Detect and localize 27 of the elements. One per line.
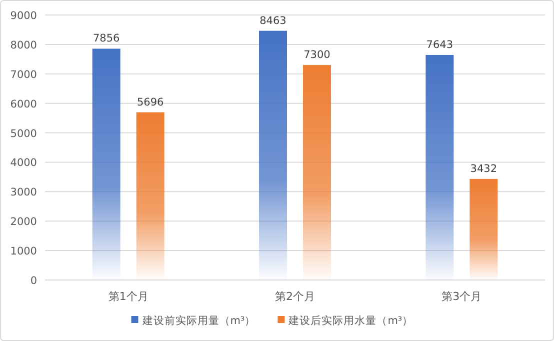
bar <box>470 178 498 280</box>
bar <box>426 54 454 280</box>
y-tick-label: 1000 <box>10 246 37 258</box>
legend-label: 建设后实际用水量（m³） <box>288 314 414 327</box>
x-tick-label: 第2个月 <box>275 290 315 303</box>
legend-label: 建设前实际用量（m³） <box>141 314 256 327</box>
bar <box>259 30 287 280</box>
x-tick-label: 第3个月 <box>442 290 482 303</box>
y-tick-label: 2000 <box>10 216 37 228</box>
y-tick-label: 0 <box>30 275 37 287</box>
y-tick-label: 4000 <box>10 157 37 170</box>
data-label: 7856 <box>92 32 120 45</box>
y-tick-label: 3000 <box>10 186 37 199</box>
y-tick-label: 7000 <box>10 68 37 81</box>
y-tick-label: 5000 <box>10 128 37 140</box>
y-tick-label: 6000 <box>10 98 37 110</box>
data-label: 5696 <box>136 96 164 108</box>
bar <box>136 112 164 280</box>
bar <box>92 48 120 280</box>
y-tick-label: 8000 <box>10 39 37 52</box>
data-label: 7300 <box>304 49 330 62</box>
data-label: 3432 <box>470 162 498 175</box>
data-label: 7643 <box>426 38 454 51</box>
y-tick-label: 9000 <box>10 10 37 22</box>
bar <box>303 65 331 280</box>
x-tick-label: 第1个月 <box>108 290 148 303</box>
data-label: 8463 <box>260 14 286 27</box>
